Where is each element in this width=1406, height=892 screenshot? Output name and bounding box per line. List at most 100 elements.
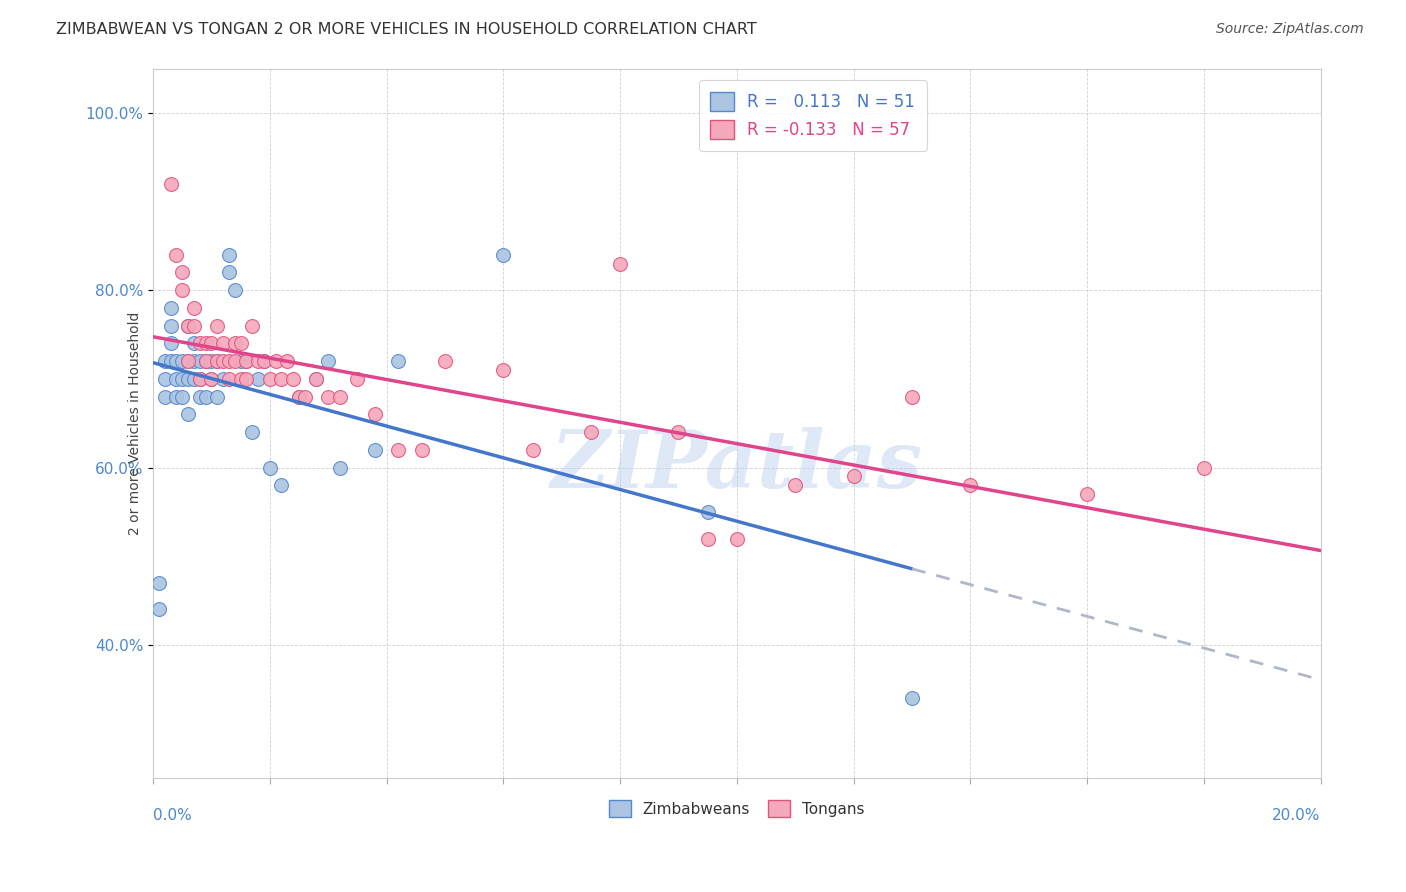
Point (785, 478, 807, 492)
Point (247, 354, 270, 368)
Point (218, 248, 240, 262)
Point (172, 283, 194, 297)
Point (240, 318, 263, 333)
Point (218, 265, 240, 279)
Point (316, 390, 339, 404)
Text: 20.0%: 20.0% (1272, 808, 1320, 823)
Legend: Zimbabweans, Tongans: Zimbabweans, Tongans (603, 794, 870, 823)
Point (329, 390, 352, 404)
Point (159, 354, 181, 368)
Point (212, 372, 235, 386)
Point (200, 336, 222, 351)
Point (288, 390, 311, 404)
Point (188, 390, 211, 404)
Point (387, 442, 409, 457)
Point (305, 372, 328, 386)
Point (696, 532, 718, 546)
Point (194, 354, 217, 368)
Point (433, 354, 456, 368)
Point (159, 336, 181, 351)
Point (172, 265, 194, 279)
Point (148, 575, 170, 590)
Point (725, 532, 748, 546)
Point (177, 372, 200, 386)
Point (188, 372, 211, 386)
Point (194, 354, 217, 368)
Point (183, 372, 205, 386)
Point (188, 336, 211, 351)
Point (172, 390, 194, 404)
Point (235, 354, 257, 368)
Point (696, 505, 718, 519)
Point (188, 372, 211, 386)
Point (901, 691, 924, 706)
Point (153, 372, 176, 386)
Point (165, 372, 187, 386)
Point (1192, 460, 1215, 475)
Point (200, 372, 222, 386)
Point (522, 442, 544, 457)
Point (177, 318, 200, 333)
Y-axis label: 2 or more Vehicles in Household: 2 or more Vehicles in Household (128, 311, 142, 535)
Point (177, 318, 200, 333)
Point (212, 336, 235, 351)
Point (259, 372, 281, 386)
Point (177, 408, 200, 422)
Point (492, 248, 515, 262)
Text: Source: ZipAtlas.com: Source: ZipAtlas.com (1216, 22, 1364, 37)
Point (183, 318, 205, 333)
Point (207, 390, 229, 404)
Point (224, 354, 246, 368)
Point (153, 354, 176, 368)
Point (579, 425, 602, 439)
Point (492, 363, 515, 377)
Point (229, 336, 252, 351)
Point (264, 354, 287, 368)
Point (235, 354, 257, 368)
Text: ZIPatlas: ZIPatlas (551, 427, 922, 505)
Point (159, 318, 181, 333)
Point (281, 372, 304, 386)
Point (1076, 487, 1098, 501)
Point (207, 354, 229, 368)
Point (194, 336, 217, 351)
Point (200, 372, 222, 386)
Point (188, 354, 211, 368)
Point (387, 354, 409, 368)
Point (177, 354, 200, 368)
Point (183, 336, 205, 351)
Point (229, 372, 252, 386)
Point (194, 390, 217, 404)
Point (183, 354, 205, 368)
Point (218, 372, 240, 386)
Point (364, 442, 387, 457)
Point (305, 372, 328, 386)
Point (207, 354, 229, 368)
Point (224, 336, 246, 351)
Point (288, 390, 311, 404)
Point (316, 354, 339, 368)
Point (259, 460, 281, 475)
Point (364, 408, 387, 422)
Point (411, 442, 433, 457)
Point (172, 354, 194, 368)
Point (253, 354, 276, 368)
Point (247, 372, 270, 386)
Point (842, 469, 865, 483)
Point (218, 354, 240, 368)
Point (207, 318, 229, 333)
Point (153, 390, 176, 404)
Point (270, 372, 292, 386)
Text: ZIMBABWEAN VS TONGAN 2 OR MORE VEHICLES IN HOUSEHOLD CORRELATION CHART: ZIMBABWEAN VS TONGAN 2 OR MORE VEHICLES … (56, 22, 756, 37)
Point (165, 248, 187, 262)
Point (165, 354, 187, 368)
Point (901, 390, 924, 404)
Point (224, 283, 246, 297)
Point (148, 602, 170, 616)
Text: 0.0%: 0.0% (153, 808, 191, 823)
Point (240, 425, 263, 439)
Point (159, 177, 181, 191)
Point (159, 301, 181, 315)
Point (177, 354, 200, 368)
Point (270, 478, 292, 492)
